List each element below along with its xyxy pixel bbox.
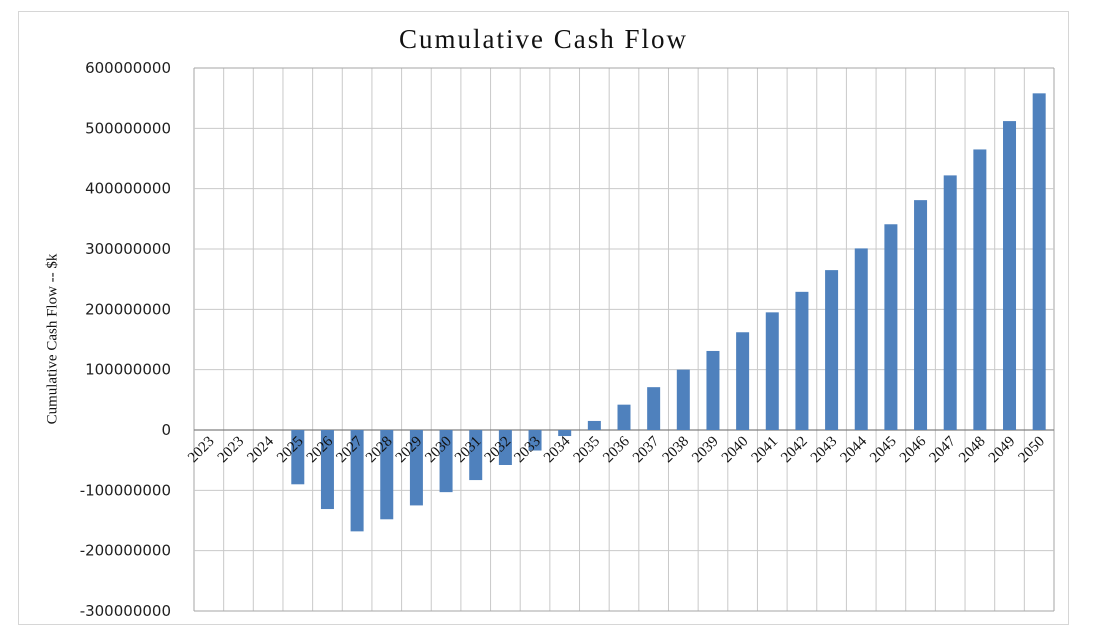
y-tick-label: 500000000 (85, 119, 171, 137)
y-tick-label: 400000000 (85, 180, 171, 198)
y-tick-label: -300000000 (80, 602, 171, 620)
bar (291, 430, 305, 485)
x-tick-label: 2023 (215, 434, 248, 467)
chart-title: Cumulative Cash Flow (399, 24, 688, 54)
bar (498, 430, 512, 465)
x-tick-label: 2044 (838, 433, 871, 466)
y-axis-title: Cumulative Cash Flow -- $k (44, 253, 61, 425)
bar (439, 430, 453, 493)
x-tick-label: 2023 (185, 434, 218, 467)
x-tick-label: 2034 (541, 433, 574, 466)
bar (914, 200, 928, 430)
x-tick-label: 2045 (867, 434, 900, 467)
x-tick-label: 2047 (927, 433, 960, 466)
x-tick-label: 2048 (956, 434, 989, 467)
plot-area: 600000000 500000000 400000000 300000000 2000… (80, 59, 1055, 620)
bar (943, 175, 957, 430)
bar (973, 149, 987, 430)
x-tick-label: 2039 (689, 434, 722, 467)
bar (706, 350, 720, 430)
bar (617, 404, 631, 430)
y-tick-label: 300000000 (85, 240, 171, 258)
y-tick-label: -200000000 (80, 542, 171, 560)
bar (736, 332, 750, 430)
bar (1003, 121, 1017, 431)
y-tick-label: -100000000 (80, 481, 171, 499)
bar (765, 312, 779, 430)
bar (587, 420, 601, 430)
bar (558, 430, 572, 437)
x-tick-label: 2043 (808, 434, 841, 467)
bar (825, 270, 839, 430)
bar (676, 369, 690, 430)
x-tick-label: 2040 (719, 434, 752, 467)
x-tick-label: 2035 (571, 434, 604, 467)
bar (647, 387, 661, 430)
y-tick-label: 100000000 (85, 361, 171, 379)
x-tick-label: 2041 (749, 434, 782, 467)
bar (469, 430, 483, 481)
x-tick-label: 2042 (778, 434, 811, 467)
x-tick-label: 2046 (897, 433, 930, 466)
bar (320, 430, 334, 510)
figure-box: Cumulative Cash Flow Cumulative Cash Flo… (18, 11, 1069, 625)
y-tick-label: 600000000 (85, 59, 171, 77)
x-tick-label: 2049 (986, 434, 1019, 467)
bar (350, 430, 364, 532)
x-tick-label: 2024 (244, 433, 277, 466)
bar (795, 291, 809, 430)
x-tick-label: 2036 (600, 433, 633, 466)
x-tick-label: 2050 (1015, 434, 1048, 467)
bar (409, 430, 423, 506)
y-tick-label: 200000000 (85, 300, 171, 318)
y-tick-label: 0 (161, 421, 171, 439)
bar (884, 224, 898, 430)
x-tick-label: 2038 (660, 434, 693, 467)
bar (854, 248, 868, 430)
bar (528, 430, 542, 451)
x-tick-label: 2037 (630, 433, 663, 466)
bar (1032, 93, 1046, 430)
bar (380, 430, 394, 520)
